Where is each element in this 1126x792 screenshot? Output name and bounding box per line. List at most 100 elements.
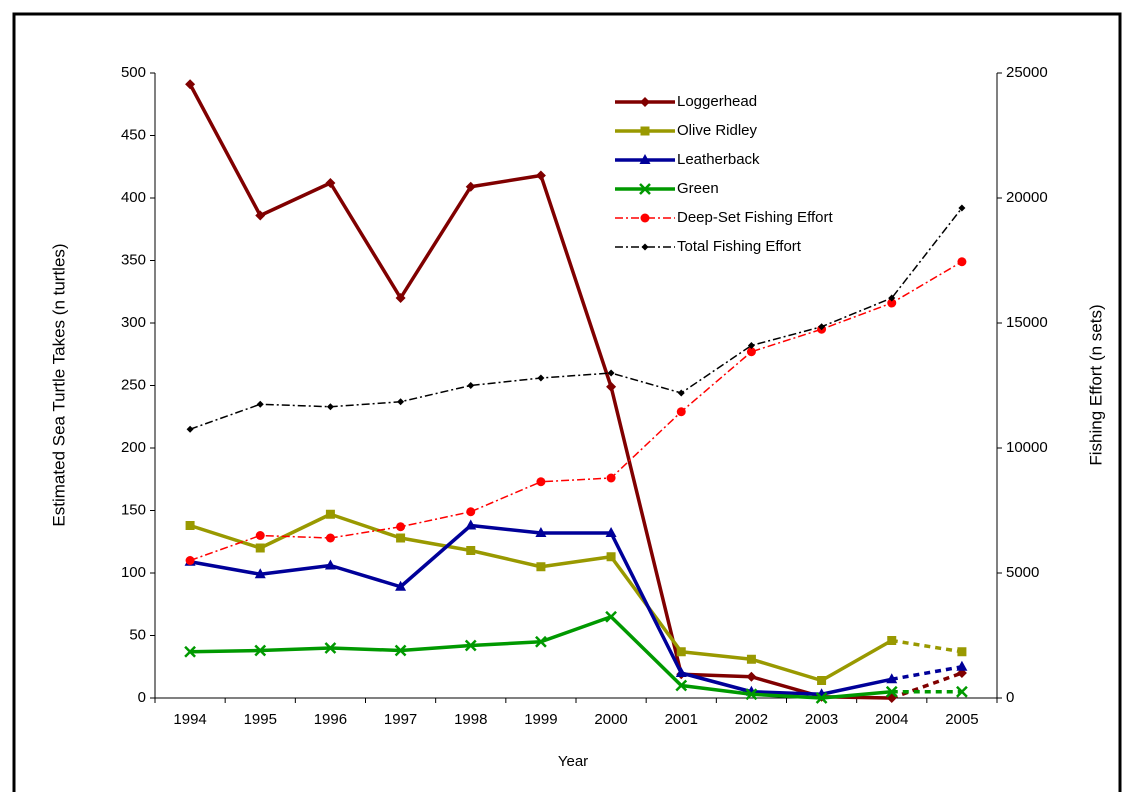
y-tick-label: 200 [121,439,146,456]
x-tick-label: 2001 [665,711,698,728]
y-tick-label: 100 [121,564,146,581]
point [535,527,547,537]
point [958,204,966,212]
x-tick-label: 1996 [314,711,347,728]
point [325,533,335,543]
point [184,645,196,658]
point [465,181,476,192]
point [607,369,615,377]
point [186,425,194,433]
point [888,294,896,302]
legend-label: Green [677,180,719,197]
point [640,126,650,136]
series-line-dashed [891,638,963,654]
y-tick-label: 400 [121,189,146,206]
y2-tick-label: 0 [1006,689,1014,706]
point [605,527,617,537]
point [641,243,649,251]
point [467,382,475,389]
x-tick-label: 2004 [875,711,908,728]
y2-tick-label: 25000 [1006,64,1048,81]
point [396,533,406,543]
point [255,210,266,221]
point [254,644,267,657]
x-tick-label: 1994 [173,711,206,728]
point [394,644,407,657]
point [464,639,477,652]
x-tick-label: 1998 [454,711,487,728]
point [326,403,334,411]
point [325,178,336,188]
point [815,692,828,704]
point [956,660,968,671]
y2-tick-label: 5000 [1006,564,1039,581]
legend-label: Deep-Set Fishing Effort [677,209,833,226]
x-tick-label: 2005 [945,711,978,728]
point [324,559,336,570]
point [325,509,335,519]
point [535,170,546,181]
point [886,673,898,684]
point [640,97,650,107]
point [535,635,547,648]
y-axis-title: Estimated Sea Turtle Takes (n turtles) [49,243,68,526]
y-tick-label: 0 [138,689,146,706]
x-tick-label: 1999 [524,711,557,728]
point [185,521,195,530]
point [957,257,967,267]
point [466,546,476,555]
y-tick-label: 250 [121,376,146,393]
point [745,688,758,701]
point [324,642,337,654]
point [746,671,757,682]
point [185,556,195,565]
y-tick-label: 300 [121,314,146,331]
legend-label: Loggerhead [677,93,757,110]
point [606,552,616,562]
point [887,636,897,645]
point [639,183,651,195]
x-tick-label: 1995 [244,711,277,728]
legend-label: Leatherback [677,151,760,168]
point [676,407,686,417]
point [887,298,897,308]
y2-tick-label: 10000 [1006,439,1048,456]
frame [12,12,1122,792]
y-tick-label: 450 [121,126,146,143]
point [675,667,687,677]
point [817,676,827,685]
y-tick-label: 500 [121,64,146,81]
point [255,531,265,540]
point [396,522,406,532]
point [605,610,617,623]
point [395,580,407,591]
x-tick-label: 2003 [805,711,838,728]
point [536,477,546,487]
series-line-dashed [891,671,963,700]
x-tick-label: 2000 [594,711,627,728]
point [747,342,755,349]
y-tick-label: 350 [121,251,146,268]
legend-label: Total Fishing Effort [677,238,802,255]
point [746,654,756,664]
legend-label: Olive Ridley [677,122,758,139]
y2-tick-label: 15000 [1006,314,1048,331]
point [256,400,264,408]
point [606,381,617,392]
point [397,398,405,406]
point [466,507,476,517]
point [395,293,406,303]
point [956,685,968,698]
point [639,154,651,164]
point [465,519,477,530]
series-line [189,261,963,562]
point [606,473,616,483]
point [254,568,266,579]
y-tick-label: 50 [129,626,146,643]
series-line [189,512,893,683]
series-line [189,207,963,430]
point [957,647,967,657]
x-tick-label: 1997 [384,711,417,728]
point [536,562,546,572]
